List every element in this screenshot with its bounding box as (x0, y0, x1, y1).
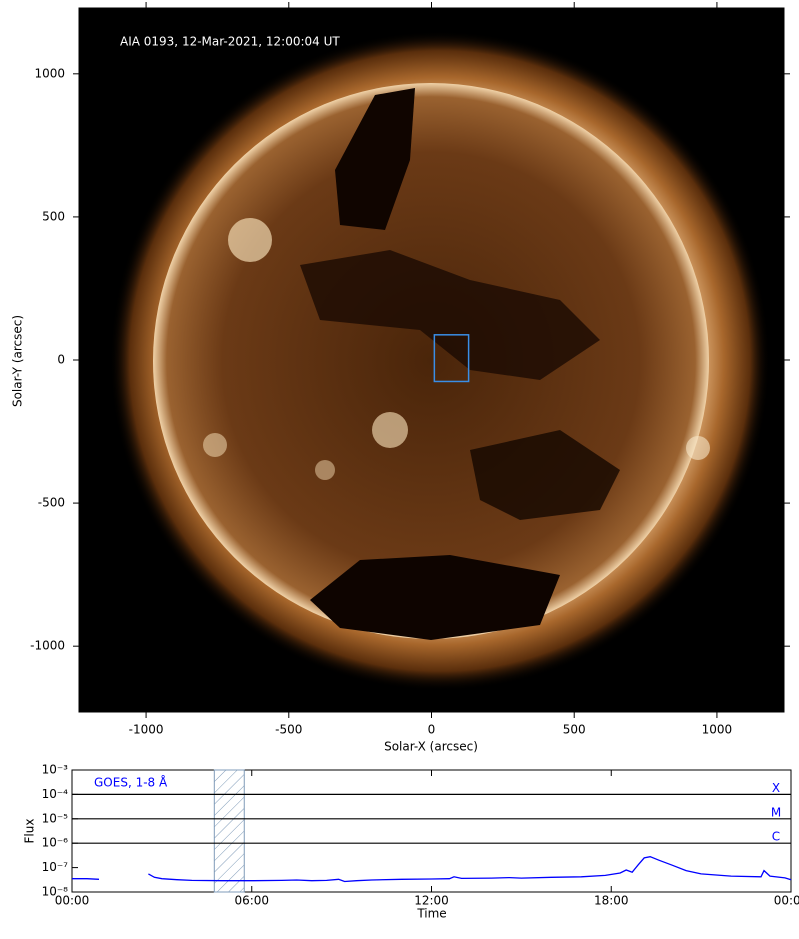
level-label: C (772, 830, 780, 844)
flux-line (72, 856, 792, 883)
x-tick-label: 12:00 (414, 894, 449, 908)
active-region (372, 412, 408, 448)
x-tick-label: -500 (275, 723, 302, 737)
y-tick-label: 10⁻⁴ (42, 787, 69, 801)
x-tick-label: -1000 (129, 723, 164, 737)
sun (110, 31, 770, 691)
active-region (203, 433, 227, 457)
x-axis-label: Solar-X (arcsec) (384, 740, 478, 754)
coronal-hole (300, 250, 600, 380)
coronal-hole (310, 555, 560, 640)
active-region (228, 218, 272, 262)
x-axis-label: Time (416, 907, 446, 921)
region-box (433, 334, 470, 383)
level-label: M (771, 805, 781, 819)
image-panel: AIA 0193, 12-Mar-2021, 12:00:04 UT Solar… (11, 2, 790, 754)
x-tick-label: 06:00 (234, 894, 269, 908)
y-axis-label: Solar-Y (arcsec) (11, 315, 25, 407)
x-tick-label: 500 (563, 723, 586, 737)
x-tick-label: 0 (428, 723, 436, 737)
y-tick-label: 10⁻⁷ (42, 860, 69, 874)
solar-disk (153, 83, 709, 639)
x-tick-label: 1000 (702, 723, 733, 737)
active-region (686, 436, 710, 460)
y-tick-label: 0 (57, 353, 65, 367)
active-region (315, 460, 335, 480)
x-tick-label: 00:00 (774, 894, 799, 908)
y-tick-label: -1000 (30, 639, 65, 653)
y-tick-label: 10⁻³ (42, 763, 69, 777)
y-tick-label: -500 (38, 496, 65, 510)
legend-label: GOES, 1-8 Å (94, 775, 168, 790)
y-axis-label: Flux (23, 819, 37, 844)
image-title: AIA 0193, 12-Mar-2021, 12:00:04 UT (120, 35, 340, 49)
y-tick-label: 500 (42, 209, 65, 223)
y-tick-label: 10⁻⁶ (42, 836, 69, 850)
goes-panel: GOES, 1-8 Å Time Flux XMC 00:00 06:00 12:00… (23, 763, 799, 921)
coronal-hole (335, 88, 415, 230)
axes-frame (71, 769, 792, 893)
y-tick-label: 10⁻⁸ (42, 885, 69, 899)
x-tick-label: 00:00 (55, 894, 90, 908)
x-tick-label: 18:00 (594, 894, 629, 908)
level-label: X (772, 781, 780, 795)
y-tick-label: 10⁻⁵ (42, 811, 69, 825)
shaded-interval (213, 769, 245, 893)
y-tick-label: 1000 (34, 66, 65, 80)
coronal-hole (470, 430, 620, 520)
